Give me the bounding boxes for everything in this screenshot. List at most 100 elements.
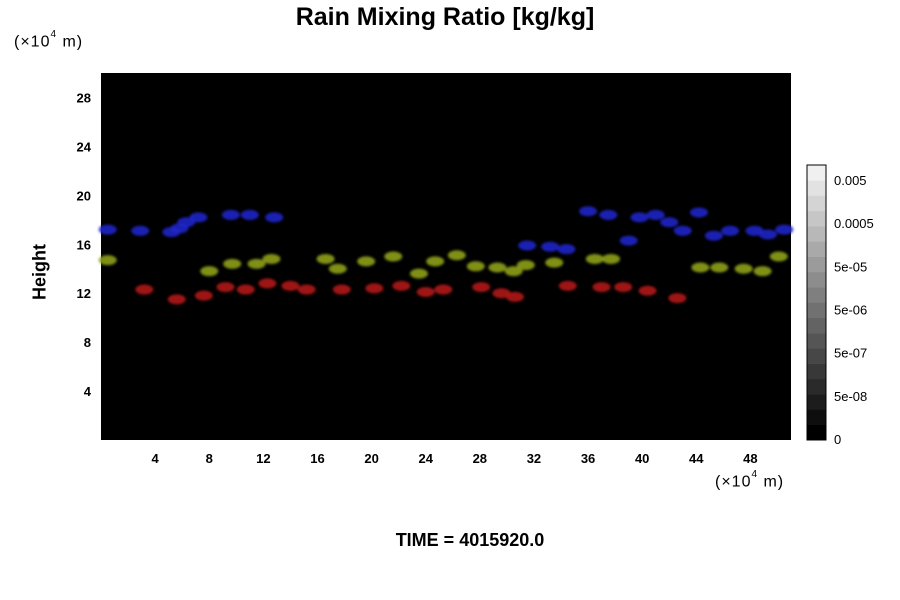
blue-feature [541, 241, 560, 252]
red-feature [472, 282, 491, 293]
chart-title: Rain Mixing Ratio [kg/kg] [295, 3, 595, 31]
yellow-green-feature [328, 263, 347, 274]
yellow-green-feature [585, 253, 604, 264]
red-feature [638, 285, 657, 296]
time-annotation: TIME = 4015920.0 [395, 530, 545, 550]
yellow-green-feature [200, 266, 219, 277]
red-feature [614, 282, 633, 293]
colorbar-segment [807, 394, 826, 410]
colorbar-segment [807, 271, 826, 288]
red-feature [332, 284, 351, 295]
colorbar-segment [807, 378, 826, 395]
yellow-green-feature [734, 263, 753, 274]
yellow-green-feature [447, 250, 466, 261]
colorbar-segment [807, 409, 826, 426]
yellow-green-feature [602, 253, 621, 264]
x-tick-label: 40 [635, 451, 649, 466]
y-tick-label: 12 [77, 286, 91, 301]
blue-feature [721, 225, 740, 236]
red-feature [281, 280, 300, 291]
y-axis-unit: (×104 m) [14, 29, 84, 51]
x-tick-label: 36 [581, 451, 595, 466]
red-feature [668, 293, 687, 304]
red-feature [558, 280, 577, 291]
blue-feature [619, 235, 638, 246]
colorbar-segment [807, 210, 826, 227]
yellow-green-feature [98, 255, 117, 266]
yellow-green-feature [710, 262, 729, 273]
x-tick-label: 48 [743, 451, 757, 466]
x-tick-label: 32 [527, 451, 541, 466]
colorbar-segment [807, 241, 826, 257]
x-tick-label: 16 [310, 451, 324, 466]
colorbar-segment [807, 226, 826, 242]
plot-area [101, 73, 791, 440]
blue-feature [759, 229, 777, 240]
yellow-green-feature [247, 258, 266, 269]
colorbar-segment [807, 195, 826, 212]
yellow-green-feature [504, 266, 523, 277]
red-feature [194, 290, 213, 301]
blue-feature [265, 212, 284, 223]
red-feature [506, 291, 524, 302]
colorbar-segment [807, 348, 826, 364]
yellow-green-feature [409, 268, 428, 279]
colorbar-segment [807, 165, 826, 181]
yellow-green-feature [426, 256, 445, 267]
x-tick-label: 8 [206, 451, 213, 466]
blue-feature [745, 225, 764, 236]
colorbar-segment [807, 302, 826, 319]
x-tick-label: 44 [689, 451, 704, 466]
blue-feature [131, 225, 150, 236]
colorbar-tick-label: 0.0005 [834, 216, 874, 231]
red-feature [167, 294, 186, 305]
colorbar-segment [807, 363, 826, 380]
yellow-green-feature [223, 258, 242, 269]
red-feature [135, 284, 154, 295]
colorbar-tick-label: 5e-07 [834, 346, 867, 361]
colorbar-tick-label: 5e-06 [834, 303, 867, 318]
blue-feature [704, 230, 723, 241]
yellow-green-feature [545, 257, 564, 268]
blue-feature [518, 240, 537, 251]
red-feature [297, 284, 316, 295]
blue-feature [690, 207, 708, 218]
red-feature [216, 282, 235, 293]
red-feature [434, 284, 453, 295]
blue-feature [189, 212, 208, 223]
blue-feature [240, 209, 259, 220]
x-tick-label: 20 [364, 451, 378, 466]
colorbar-segment [807, 317, 826, 334]
x-tick-label: 4 [152, 451, 160, 466]
colorbar-segment [807, 287, 826, 303]
blue-feature [673, 225, 692, 236]
blue-feature [660, 217, 679, 228]
yellow-green-feature [316, 253, 335, 264]
yellow-green-feature [691, 262, 710, 273]
yellow-green-feature [769, 251, 788, 262]
blue-feature [221, 209, 240, 220]
x-tick-label: 28 [473, 451, 487, 466]
yellow-green-feature [384, 251, 403, 262]
yellow-green-feature [262, 253, 281, 264]
blue-feature [775, 224, 794, 235]
colorbar-tick-label: 0 [834, 432, 841, 447]
blue-feature [98, 224, 117, 235]
red-feature [236, 284, 255, 295]
colorbar-segment [807, 333, 826, 349]
yellow-green-feature [488, 262, 507, 273]
blue-feature [646, 209, 665, 220]
colorbar-tick-label: 0.005 [834, 173, 867, 188]
red-feature [492, 288, 511, 299]
red-feature [392, 280, 411, 291]
yellow-green-feature [753, 266, 772, 277]
blue-feature [557, 244, 576, 255]
yellow-green-feature [516, 260, 535, 271]
blue-feature [630, 212, 649, 223]
y-axis-label: Height [29, 244, 50, 300]
y-tick-label: 24 [77, 139, 92, 154]
colorbar-tick-label: 5e-05 [834, 259, 867, 274]
red-feature [258, 278, 277, 289]
yellow-green-feature [466, 261, 485, 272]
